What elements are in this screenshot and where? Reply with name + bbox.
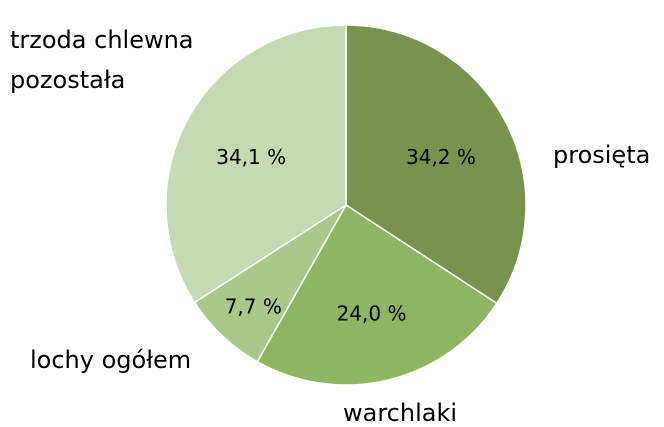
category-label: prosięta [553, 141, 651, 169]
pie-slice [256, 203, 498, 386]
pie-slice [165, 24, 347, 304]
value-label: 24,0 % [337, 301, 407, 325]
value-label: 34,2 % [406, 145, 476, 169]
category-label: warchlaki [342, 399, 458, 427]
value-label: 7,7 % [225, 295, 282, 319]
value-label: 34,1 % [216, 145, 286, 169]
category-label: lochy ogółem [30, 346, 192, 374]
category-label: trzoda chlewna pozostała [10, 26, 194, 94]
